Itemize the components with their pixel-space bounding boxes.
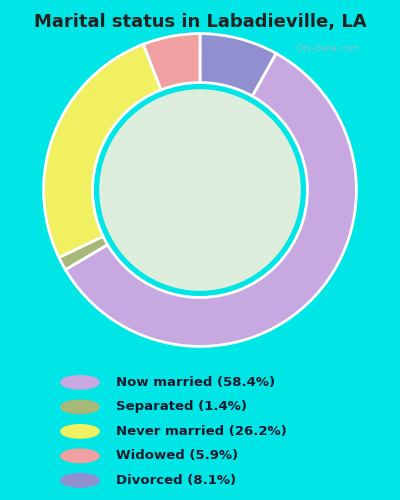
Wedge shape xyxy=(59,236,108,270)
Text: Divorced (8.1%): Divorced (8.1%) xyxy=(116,474,236,487)
Circle shape xyxy=(61,449,99,462)
Circle shape xyxy=(61,424,99,438)
Circle shape xyxy=(61,400,99,413)
Circle shape xyxy=(61,474,99,487)
Wedge shape xyxy=(65,54,356,346)
Circle shape xyxy=(100,90,300,290)
Text: Separated (1.4%): Separated (1.4%) xyxy=(116,400,247,413)
Text: Now married (58.4%): Now married (58.4%) xyxy=(116,376,275,389)
Wedge shape xyxy=(143,34,200,90)
Text: Never married (26.2%): Never married (26.2%) xyxy=(116,425,287,438)
Wedge shape xyxy=(44,44,161,258)
Text: Marital status in Labadieville, LA: Marital status in Labadieville, LA xyxy=(34,12,366,30)
Text: City-Data.com: City-Data.com xyxy=(296,44,360,53)
Wedge shape xyxy=(200,34,276,96)
Text: Widowed (5.9%): Widowed (5.9%) xyxy=(116,450,238,462)
Circle shape xyxy=(61,376,99,389)
